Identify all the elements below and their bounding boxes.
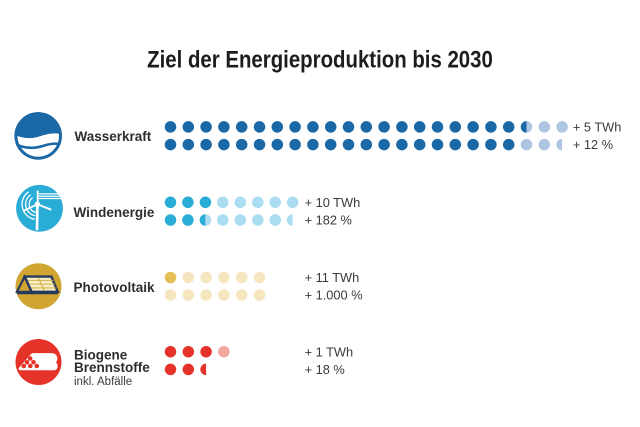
- svg-text:+ 182 %: + 182 %: [305, 213, 352, 228]
- svg-text:Windenergie: Windenergie: [74, 205, 155, 220]
- svg-text:+ 10 TWh: + 10 TWh: [305, 195, 361, 210]
- svg-text:Wasserkraft: Wasserkraft: [75, 129, 152, 144]
- svg-text:Photovoltaik: Photovoltaik: [74, 280, 155, 295]
- svg-text:Ziel der Energieproduktion bis: Ziel der Energieproduktion bis 2030: [147, 46, 493, 73]
- svg-text:+ 11 TWh: + 11 TWh: [305, 270, 360, 285]
- svg-text:+ 18 %: + 18 %: [305, 362, 345, 377]
- svg-text:+ 12 %: + 12 %: [573, 137, 613, 152]
- svg-text:Biogene: Biogene: [74, 347, 128, 362]
- svg-text:Brennstoffe: Brennstoffe: [74, 360, 150, 375]
- svg-text:inkl. Abfälle: inkl. Abfälle: [74, 376, 132, 388]
- svg-text:+ 1.000 %: + 1.000 %: [305, 288, 363, 303]
- svg-text:+ 1 TWh: + 1 TWh: [305, 344, 353, 359]
- svg-text:+ 5 TWh: + 5 TWh: [573, 120, 621, 135]
